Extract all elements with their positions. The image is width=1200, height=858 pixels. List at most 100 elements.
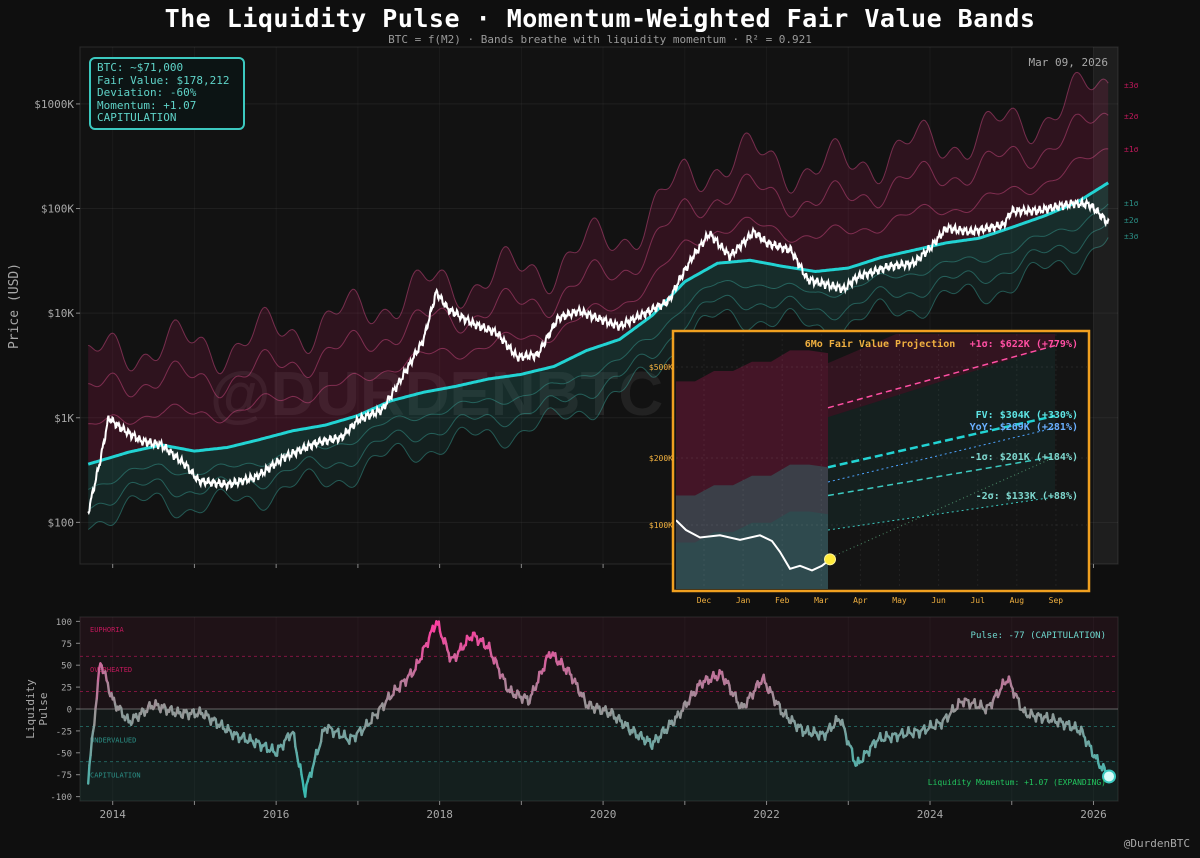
pulse-segment bbox=[281, 739, 286, 751]
pulse-segment bbox=[304, 783, 308, 798]
y-tick-label: $1000K bbox=[34, 98, 74, 111]
pulse-y-tick-label: -100 bbox=[50, 793, 72, 803]
pulse-segment bbox=[487, 641, 492, 652]
zone-label: OVERHEATED bbox=[90, 666, 132, 674]
pulse-segment bbox=[137, 712, 141, 722]
inset-title: 6Mo Fair Value Projection bbox=[805, 338, 956, 350]
pulse-y-tick-label: 50 bbox=[61, 662, 72, 672]
pulse-segment bbox=[762, 673, 767, 684]
overheated-zone bbox=[80, 656, 1118, 709]
zone-label: UNDERVALUED bbox=[90, 736, 136, 744]
inset-x-tick-label: Jan bbox=[736, 596, 751, 605]
sigma-band bbox=[88, 113, 1109, 425]
pulse-segment bbox=[93, 707, 97, 727]
inset-fv-band bbox=[676, 464, 828, 589]
inset-x-tick-label: Jul bbox=[970, 596, 985, 605]
sigma-band bbox=[88, 182, 1109, 490]
sigma-band bbox=[88, 221, 1109, 530]
pulse-segment bbox=[337, 727, 341, 740]
pulse-segment bbox=[86, 764, 91, 785]
pulse-segment bbox=[681, 702, 686, 712]
info-regime: CAPITULATION bbox=[97, 111, 177, 124]
inset-projection-lower-fill bbox=[828, 345, 1055, 531]
sigma-band-edge bbox=[87, 220, 1109, 511]
inset-x-tick-label: Feb bbox=[775, 596, 790, 605]
inset-y-tick-label: $200K bbox=[649, 454, 673, 463]
pulse-y-tick-label: 0 bbox=[67, 706, 72, 716]
x-tick-label: 2016 bbox=[263, 808, 290, 821]
pulse-segment bbox=[962, 697, 966, 708]
pulse-segment bbox=[299, 763, 303, 776]
main-axes: $100 $1K $10K $100K $1000K bbox=[34, 98, 1094, 568]
x-tick-label: 2022 bbox=[753, 808, 780, 821]
pulse-segment bbox=[745, 696, 749, 709]
inset-history-bg bbox=[676, 334, 828, 589]
pulse-zones: EUPHORIA OVERHEATED UNDERVALUED CAPITULATIO… bbox=[80, 617, 1118, 801]
pulse-segment bbox=[292, 732, 297, 748]
pulse-segment bbox=[1045, 711, 1050, 723]
x-tick-label: 2020 bbox=[590, 808, 617, 821]
pulse-segment bbox=[104, 670, 108, 682]
pulse-segment bbox=[734, 691, 738, 704]
fair-value-bands bbox=[87, 71, 1109, 530]
pulse-segment bbox=[242, 732, 247, 743]
pulse-y-tick-label: 75 bbox=[61, 640, 72, 650]
info-momentum: Momentum: +1.07 bbox=[97, 98, 197, 112]
sigma-band-edge bbox=[88, 71, 1109, 375]
pulse-line bbox=[86, 620, 1110, 798]
x-tick-label: 2026 bbox=[1080, 808, 1107, 821]
pulse-segment bbox=[1095, 754, 1100, 765]
pulse-segment bbox=[784, 708, 789, 720]
inset-annotation-minus2: -2σ: $133K (+88%) bbox=[976, 491, 1078, 502]
pulse-segment bbox=[120, 707, 124, 719]
forecast-shade bbox=[1093, 47, 1118, 564]
info-deviation: Deviation: -60% bbox=[97, 86, 197, 99]
pulse-segment bbox=[973, 698, 977, 709]
momentum-label: Liquidity Momentum: +1.07 (EXPANDING) bbox=[928, 778, 1106, 787]
euphoria-zone bbox=[80, 617, 1118, 657]
sigma-band-edge bbox=[87, 203, 1109, 490]
pulse-segment bbox=[89, 737, 94, 757]
inset-annotation-minus1: -1σ: $201K (+184%) bbox=[970, 452, 1078, 463]
main-y-axis-label: Price (USD) bbox=[7, 263, 22, 349]
pulse-segment bbox=[695, 683, 699, 695]
pulse-segment bbox=[470, 631, 475, 642]
pulse-current-marker bbox=[1102, 769, 1117, 784]
pulse-segment bbox=[275, 744, 280, 757]
sigma-band bbox=[88, 203, 1109, 510]
projection-minus1-line bbox=[827, 455, 1056, 497]
info-fair-value: Fair Value: $178,212 bbox=[97, 73, 230, 87]
inset-annotation-plus1: +1σ: $622K (+779%) bbox=[970, 339, 1078, 350]
y-tick-label: $1K bbox=[54, 412, 74, 425]
pulse-segment bbox=[100, 664, 105, 675]
pulse-segment bbox=[420, 646, 425, 661]
projection-inset: 6Mo Fair Value Projection +1σ: $622K (+7… bbox=[649, 329, 1091, 605]
pulse-segment bbox=[990, 699, 995, 710]
pulse-segment bbox=[503, 677, 508, 691]
pulse-segment bbox=[426, 636, 431, 649]
sigma-band-edge bbox=[87, 237, 1109, 530]
pulse-segment bbox=[1023, 706, 1028, 717]
y-tick-label: $100K bbox=[41, 203, 74, 216]
inset-x-tick-label: Jun bbox=[931, 596, 946, 605]
pulse-segment bbox=[88, 753, 92, 767]
inset-x-tick-label: Sep bbox=[1049, 596, 1064, 605]
band-label: ±3σ bbox=[1124, 81, 1139, 90]
pulse-segment bbox=[1056, 717, 1061, 728]
x-tick-label: 2014 bbox=[99, 808, 126, 821]
pulse-y-tick-label: -50 bbox=[56, 749, 72, 759]
pulse-segment bbox=[890, 732, 894, 744]
pulse-segment bbox=[554, 652, 558, 663]
inset-annotation-fv: FV: $304K (+330%) bbox=[976, 410, 1078, 421]
pulse-segment bbox=[94, 697, 99, 710]
inset-x-tick-label: Apr bbox=[853, 596, 868, 605]
pulse-segment bbox=[528, 694, 532, 705]
sigma-band bbox=[88, 148, 1109, 465]
sigma-band-edge bbox=[88, 148, 1109, 425]
inset-x-tick-label: Dec bbox=[697, 596, 712, 605]
pulse-segment bbox=[376, 707, 380, 720]
sigma-band bbox=[88, 72, 1109, 398]
pulse-segment bbox=[270, 743, 275, 753]
info-box: BTC: ~$71,000 Fair Value: $178,212 Devia… bbox=[89, 57, 245, 130]
